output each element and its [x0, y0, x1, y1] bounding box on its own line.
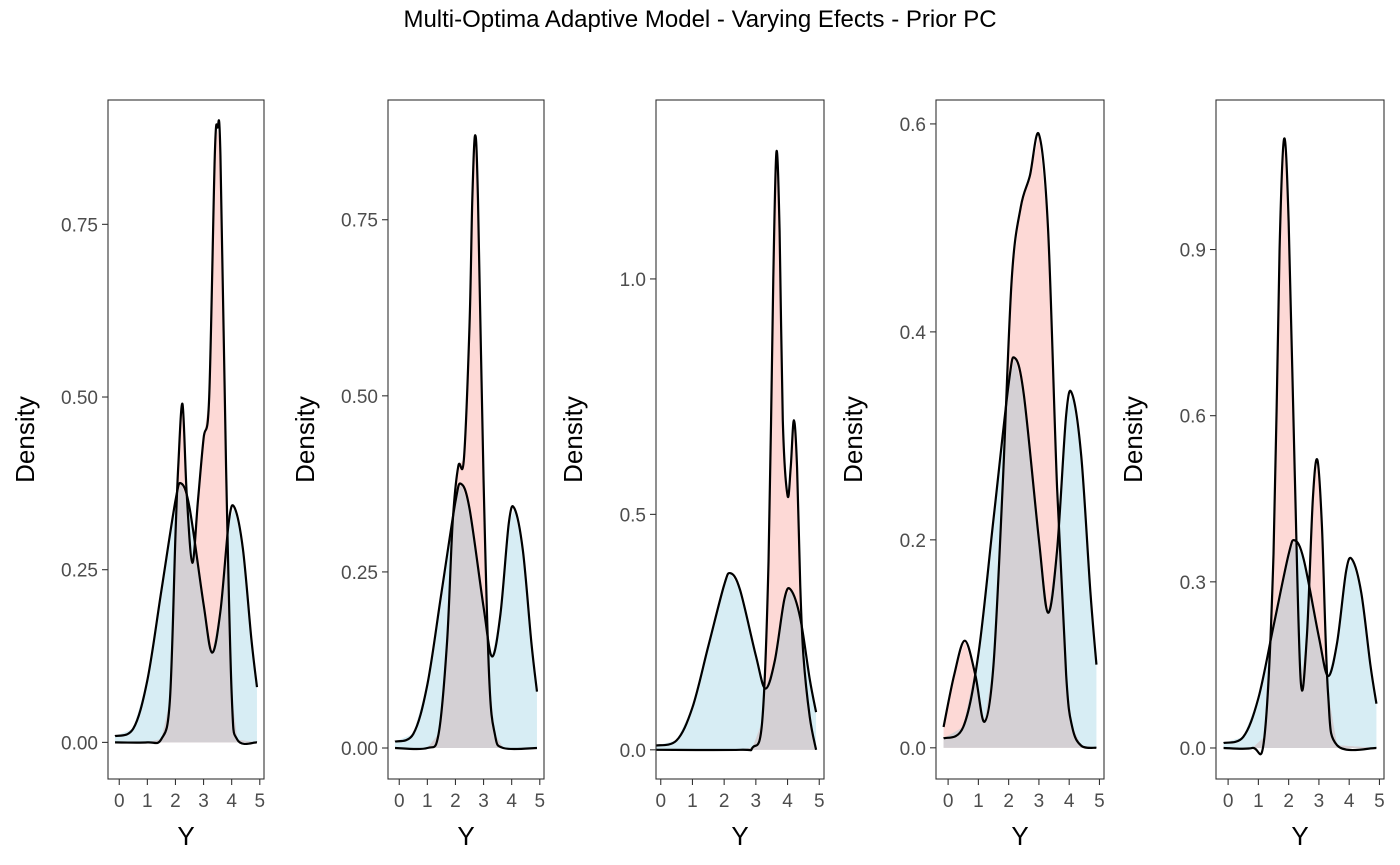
x-tick-label: 4: [782, 791, 793, 812]
figure-title: Multi-Optima Adaptive Model - Varying Ef…: [403, 6, 997, 33]
y-tick-label: 0.9: [1180, 241, 1206, 262]
y-axis-title: Density: [290, 396, 320, 483]
panel-frame: [655, 99, 825, 780]
x-tick-label: 3: [1034, 791, 1045, 812]
density-overlap: [943, 358, 1097, 748]
panel-frame: [1215, 99, 1385, 780]
x-tick-label: 1: [422, 791, 433, 812]
y-tick-label: 0.0: [900, 739, 926, 760]
y-tick-label: 0.6: [1180, 407, 1206, 428]
y-axis-title: Density: [10, 396, 40, 483]
density-overlap: [115, 483, 257, 743]
x-tick-label: 2: [719, 791, 730, 812]
x-tick-label: 4: [226, 791, 237, 812]
x-tick-label: 0: [114, 791, 125, 812]
density-line-blue: [1223, 538, 1378, 745]
y-tick-label: 0.0: [1180, 739, 1206, 760]
density-line-blue: [655, 571, 818, 747]
x-tick-label: 0: [394, 791, 405, 812]
y-tick-label: 0.50: [341, 387, 378, 408]
x-axis-title: Y: [1291, 821, 1308, 851]
density-line-red: [655, 149, 818, 752]
x-tick-label: 4: [1064, 791, 1075, 812]
x-tick-label: 3: [751, 791, 762, 812]
density-overlap: [1223, 540, 1377, 748]
x-axis-title: Y: [457, 821, 474, 851]
density-fill-red: [115, 129, 257, 743]
x-tick-label: 2: [1283, 791, 1294, 812]
x-tick-label: 5: [814, 791, 825, 812]
y-tick-label: 0.3: [1180, 573, 1206, 594]
density-overlap: [395, 484, 537, 749]
x-tick-label: 0: [1223, 791, 1234, 812]
x-tick-label: 1: [973, 791, 984, 812]
x-axis-title: Y: [1011, 821, 1028, 851]
x-tick-label: 4: [506, 791, 517, 812]
x-axis-title: Y: [731, 821, 748, 851]
density-line-blue: [943, 356, 1098, 740]
x-tick-label: 5: [1094, 791, 1105, 812]
x-tick-label: 3: [1314, 791, 1325, 812]
panel-frame: [387, 99, 545, 780]
density-line-red: [1223, 137, 1377, 756]
x-tick-label: 0: [943, 791, 954, 812]
x-tick-label: 2: [1003, 791, 1014, 812]
panel-2: 0.00 0.25 0.50 0.75 0 1 2 3 4 5 Y Density: [290, 99, 545, 851]
density-line-red: [395, 134, 537, 751]
y-tick-label: 0.75: [61, 215, 98, 236]
y-tick-label: 1.0: [620, 270, 646, 291]
x-tick-label: 5: [1374, 791, 1385, 812]
x-tick-label: 2: [450, 791, 461, 812]
y-tick-label: 0.25: [341, 563, 378, 584]
x-tick-label: 4: [1344, 791, 1355, 812]
panel-1: 0.00 0.25 0.50 0.75 0 1 2 3 4 5 Y Density: [10, 99, 265, 851]
y-tick-label: 0.00: [341, 739, 378, 760]
panel-frame: [107, 99, 265, 780]
panel-5: 0.0 0.3 0.6 0.9 0 1 2 3 4 5 Y Density: [1118, 99, 1385, 851]
x-tick-label: 3: [198, 791, 209, 812]
x-axis-title: Y: [177, 821, 194, 851]
y-tick-label: 0.2: [900, 531, 926, 552]
x-tick-label: 3: [478, 791, 489, 812]
panel-frame: [935, 99, 1105, 780]
density-overlap: [656, 590, 817, 750]
density-line-red: [115, 119, 258, 746]
x-tick-label: 5: [534, 791, 545, 812]
y-axis-title: Density: [838, 396, 868, 483]
x-tick-label: 1: [142, 791, 153, 812]
y-tick-label: 0.75: [341, 211, 378, 232]
y-tick-label: 0.50: [61, 388, 98, 409]
density-line-blue: [394, 482, 539, 743]
x-tick-label: 1: [687, 791, 698, 812]
density-fill-red: [656, 167, 817, 750]
x-tick-label: 5: [254, 791, 265, 812]
y-tick-label: 0.6: [900, 115, 926, 136]
y-axis-title: Density: [558, 396, 588, 483]
panel-3: 0.0 0.5 1.0 0 1 2 3 4 5 Y Density: [558, 99, 825, 851]
density-line-red: [942, 132, 1097, 750]
y-tick-label: 0.00: [61, 733, 98, 754]
panel-4: 0.0 0.2 0.4 0.6 0 1 2 3 4 5 Y Density: [838, 99, 1105, 851]
y-tick-label: 0.0: [620, 741, 646, 762]
y-axis-title: Density: [1118, 396, 1148, 483]
y-tick-label: 0.5: [620, 505, 646, 526]
x-tick-label: 0: [655, 791, 666, 812]
density-line-blue: [114, 481, 259, 738]
y-tick-label: 0.25: [61, 561, 98, 582]
x-tick-label: 1: [1253, 791, 1264, 812]
y-tick-label: 0.4: [900, 323, 927, 344]
x-tick-label: 2: [170, 791, 181, 812]
